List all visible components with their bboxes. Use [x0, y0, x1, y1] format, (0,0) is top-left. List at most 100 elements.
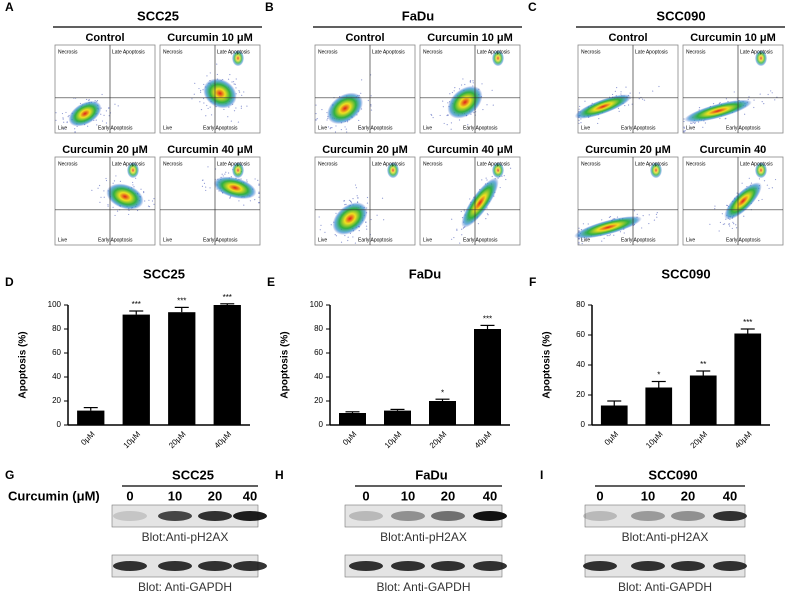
event-dot: [74, 131, 76, 133]
event-dot: [609, 234, 611, 236]
y-tick-label: 100: [48, 300, 62, 309]
event-dot: [88, 99, 91, 101]
quadrant-label: Early Apoptosis: [358, 237, 393, 243]
event-dot: [447, 102, 449, 104]
event-dot: [209, 187, 211, 189]
event-dot: [608, 216, 611, 218]
event-dot: [473, 111, 475, 114]
event-dot: [203, 83, 205, 86]
event-dot: [233, 110, 236, 112]
plot-title: Control: [85, 32, 124, 44]
error-bar: [480, 324, 495, 329]
event-dot: [486, 104, 488, 106]
event-dot: [581, 242, 583, 245]
event-dot: [617, 107, 620, 109]
quadrant-label: Necrosis: [163, 161, 183, 167]
event-dot: [766, 184, 768, 186]
event-dot: [655, 213, 658, 215]
event-dot: [103, 114, 105, 117]
significance: ***: [132, 300, 141, 309]
event-dot: [87, 125, 89, 127]
event-dot: [714, 208, 716, 210]
error-bar: [390, 408, 405, 411]
event-dot: [210, 114, 213, 116]
event-dot: [128, 213, 130, 216]
blot-band: [473, 561, 507, 571]
quadrant-label: Early Apoptosis: [726, 125, 761, 131]
quadrant-label: Necrosis: [58, 49, 78, 55]
event-dot: [206, 104, 208, 107]
plot-title: Curcumin 40: [700, 144, 767, 156]
blot-title: SCC090: [648, 467, 697, 482]
quadrant-label: Late Apoptosis: [477, 161, 510, 167]
quadrant-label: Live: [58, 125, 67, 131]
event-dot: [469, 198, 471, 200]
event-dot: [774, 178, 777, 181]
event-dot: [458, 119, 461, 121]
plot-title: Control: [608, 32, 647, 44]
error-bar: [83, 407, 98, 411]
event-dot: [227, 116, 229, 118]
event-dot: [731, 227, 733, 230]
event-dot: [108, 107, 110, 109]
event-dot: [114, 214, 116, 217]
event-dot: [627, 104, 630, 106]
event-dot: [356, 195, 358, 197]
event-dot: [203, 102, 205, 104]
event-dot: [451, 91, 454, 94]
quadrant-label: Live: [58, 237, 67, 243]
event-dot: [258, 202, 260, 204]
bar: [600, 405, 628, 425]
event-dot: [366, 196, 369, 199]
event-dot: [347, 239, 349, 242]
event-dot: [199, 91, 202, 93]
event-dot: [132, 181, 134, 184]
event-dot: [741, 182, 743, 184]
event-dot: [456, 228, 458, 230]
event-dot: [638, 92, 641, 94]
event-dot: [718, 230, 720, 232]
event-dot: [763, 103, 765, 105]
chart-title: FaDu: [409, 266, 442, 281]
event-dot: [642, 98, 644, 100]
event-dot: [61, 112, 64, 115]
panel-label: G: [5, 468, 14, 482]
density-cloud: [332, 202, 368, 235]
event-dot: [216, 73, 218, 76]
event-dot: [335, 212, 337, 214]
event-dot: [623, 232, 625, 234]
event-dot: [578, 108, 580, 110]
event-dot: [609, 216, 612, 218]
event-dot: [327, 126, 330, 128]
plot-title: Curcumin 20 μM: [585, 144, 671, 156]
density-cloud: [326, 92, 364, 125]
event-dot: [148, 205, 151, 208]
lane-label: 20: [441, 488, 455, 503]
blot-band: [671, 561, 705, 571]
event-dot: [232, 81, 235, 83]
blot-band: [233, 561, 267, 571]
quadrant-label: Necrosis: [581, 161, 601, 167]
lane-label: 40: [243, 488, 257, 503]
event-dot: [112, 206, 114, 208]
density-cloud: [213, 176, 257, 200]
event-dot: [481, 83, 483, 85]
event-dot: [719, 221, 722, 224]
event-dot: [750, 182, 753, 184]
panel-label: H: [275, 468, 284, 482]
event-dot: [225, 171, 227, 173]
event-dot: [370, 218, 372, 221]
event-dot: [352, 198, 354, 200]
event-dot: [108, 115, 110, 117]
event-dot: [620, 93, 622, 95]
event-dot: [321, 108, 323, 111]
lane-label: 0: [596, 488, 603, 503]
quadrant-label: Necrosis: [423, 49, 443, 55]
event-dot: [643, 99, 646, 101]
quadrant-label: Early Apoptosis: [463, 125, 498, 131]
density-cloud: [461, 177, 499, 228]
event-dot: [320, 224, 322, 226]
quadrant-label: Necrosis: [318, 49, 338, 55]
blot-caption: Blot: Anti-GAPDH: [138, 580, 232, 594]
event-dot: [631, 103, 633, 105]
